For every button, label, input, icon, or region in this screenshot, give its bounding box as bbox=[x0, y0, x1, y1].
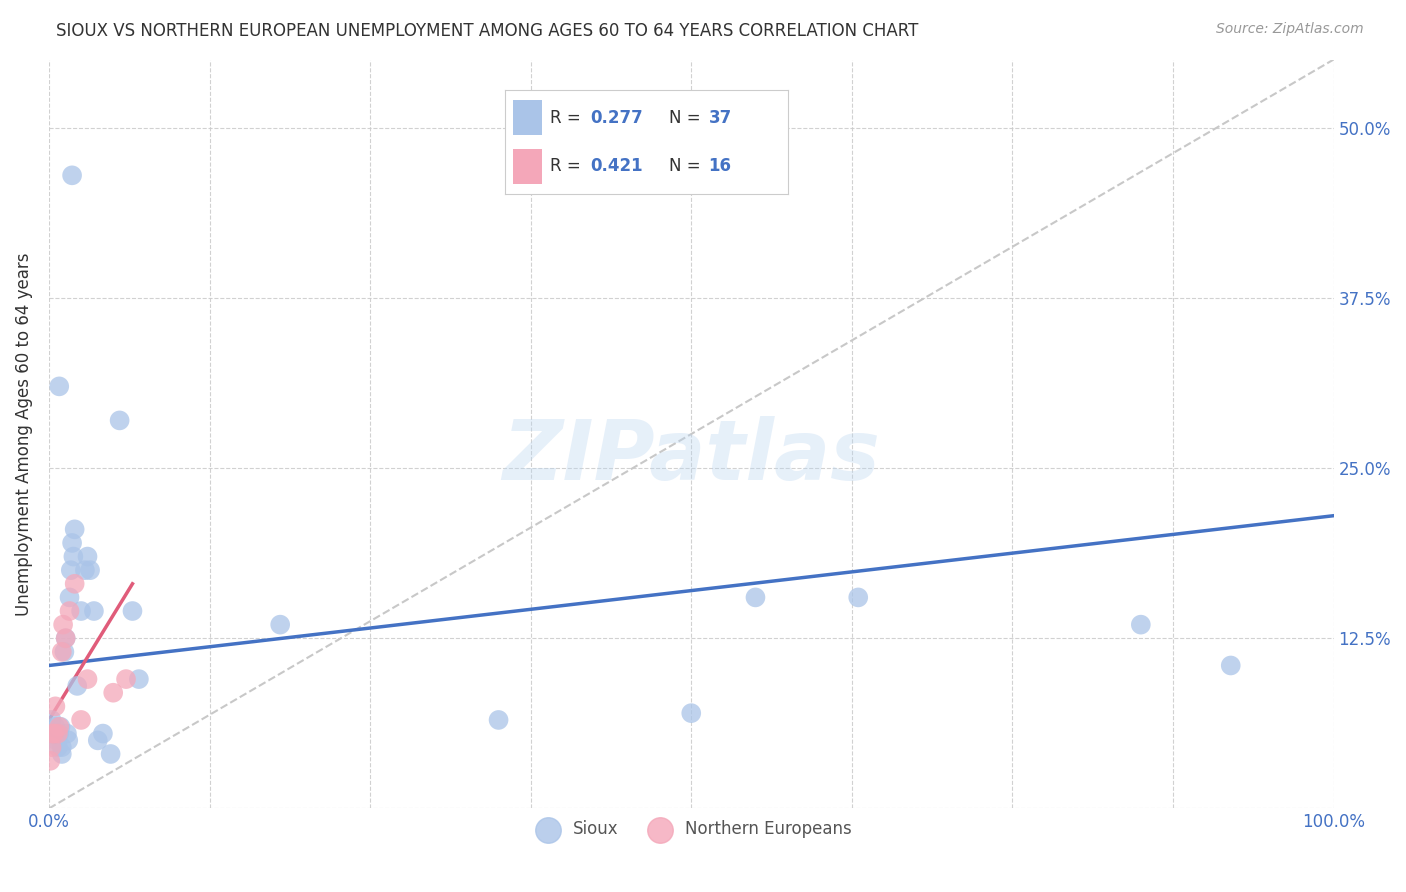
Point bbox=[42, 726, 65, 740]
Point bbox=[87, 733, 110, 747]
Point bbox=[48, 720, 70, 734]
Point bbox=[45, 733, 67, 747]
Point bbox=[63, 522, 86, 536]
Point bbox=[53, 645, 76, 659]
Y-axis label: Unemployment Among Ages 60 to 64 years: Unemployment Among Ages 60 to 64 years bbox=[15, 252, 32, 615]
Point bbox=[46, 740, 69, 755]
Point bbox=[79, 563, 101, 577]
Point bbox=[70, 713, 93, 727]
Point bbox=[52, 617, 75, 632]
Point bbox=[55, 632, 77, 646]
Point bbox=[44, 720, 66, 734]
Point bbox=[70, 604, 93, 618]
Point bbox=[91, 726, 114, 740]
Point bbox=[681, 706, 703, 720]
Point bbox=[108, 413, 131, 427]
Point bbox=[73, 563, 96, 577]
Point bbox=[44, 699, 66, 714]
Point bbox=[58, 604, 80, 618]
Point bbox=[100, 747, 122, 761]
Point bbox=[103, 686, 125, 700]
Point bbox=[39, 754, 62, 768]
Point bbox=[1219, 658, 1241, 673]
Point bbox=[1129, 617, 1152, 632]
Point bbox=[48, 726, 70, 740]
Point bbox=[128, 672, 150, 686]
Point bbox=[55, 632, 77, 646]
Point bbox=[846, 591, 869, 605]
Text: SIOUX VS NORTHERN EUROPEAN UNEMPLOYMENT AMONG AGES 60 TO 64 YEARS CORRELATION CH: SIOUX VS NORTHERN EUROPEAN UNEMPLOYMENT … bbox=[56, 22, 918, 40]
Point bbox=[83, 604, 105, 618]
Point bbox=[66, 679, 89, 693]
Point bbox=[42, 726, 65, 740]
Point bbox=[63, 576, 86, 591]
Point bbox=[49, 720, 72, 734]
Point bbox=[744, 591, 766, 605]
Point bbox=[269, 617, 291, 632]
Point bbox=[42, 726, 65, 740]
Point bbox=[488, 713, 510, 727]
Point bbox=[46, 726, 69, 740]
Point bbox=[56, 726, 79, 740]
Point bbox=[121, 604, 143, 618]
Point bbox=[41, 713, 63, 727]
Point bbox=[48, 379, 70, 393]
Text: Source: ZipAtlas.com: Source: ZipAtlas.com bbox=[1216, 22, 1364, 37]
Point bbox=[58, 591, 80, 605]
Point bbox=[41, 740, 63, 755]
Point bbox=[76, 549, 98, 564]
Point bbox=[115, 672, 138, 686]
Legend: Sioux, Northern Europeans: Sioux, Northern Europeans bbox=[524, 814, 858, 845]
Text: ZIPatlas: ZIPatlas bbox=[502, 416, 880, 497]
Point bbox=[59, 563, 82, 577]
Point bbox=[76, 672, 98, 686]
Point bbox=[51, 645, 73, 659]
Point bbox=[60, 169, 83, 183]
Point bbox=[51, 740, 73, 755]
Point bbox=[58, 733, 80, 747]
Point bbox=[51, 747, 73, 761]
Point bbox=[62, 549, 84, 564]
Point bbox=[60, 536, 83, 550]
